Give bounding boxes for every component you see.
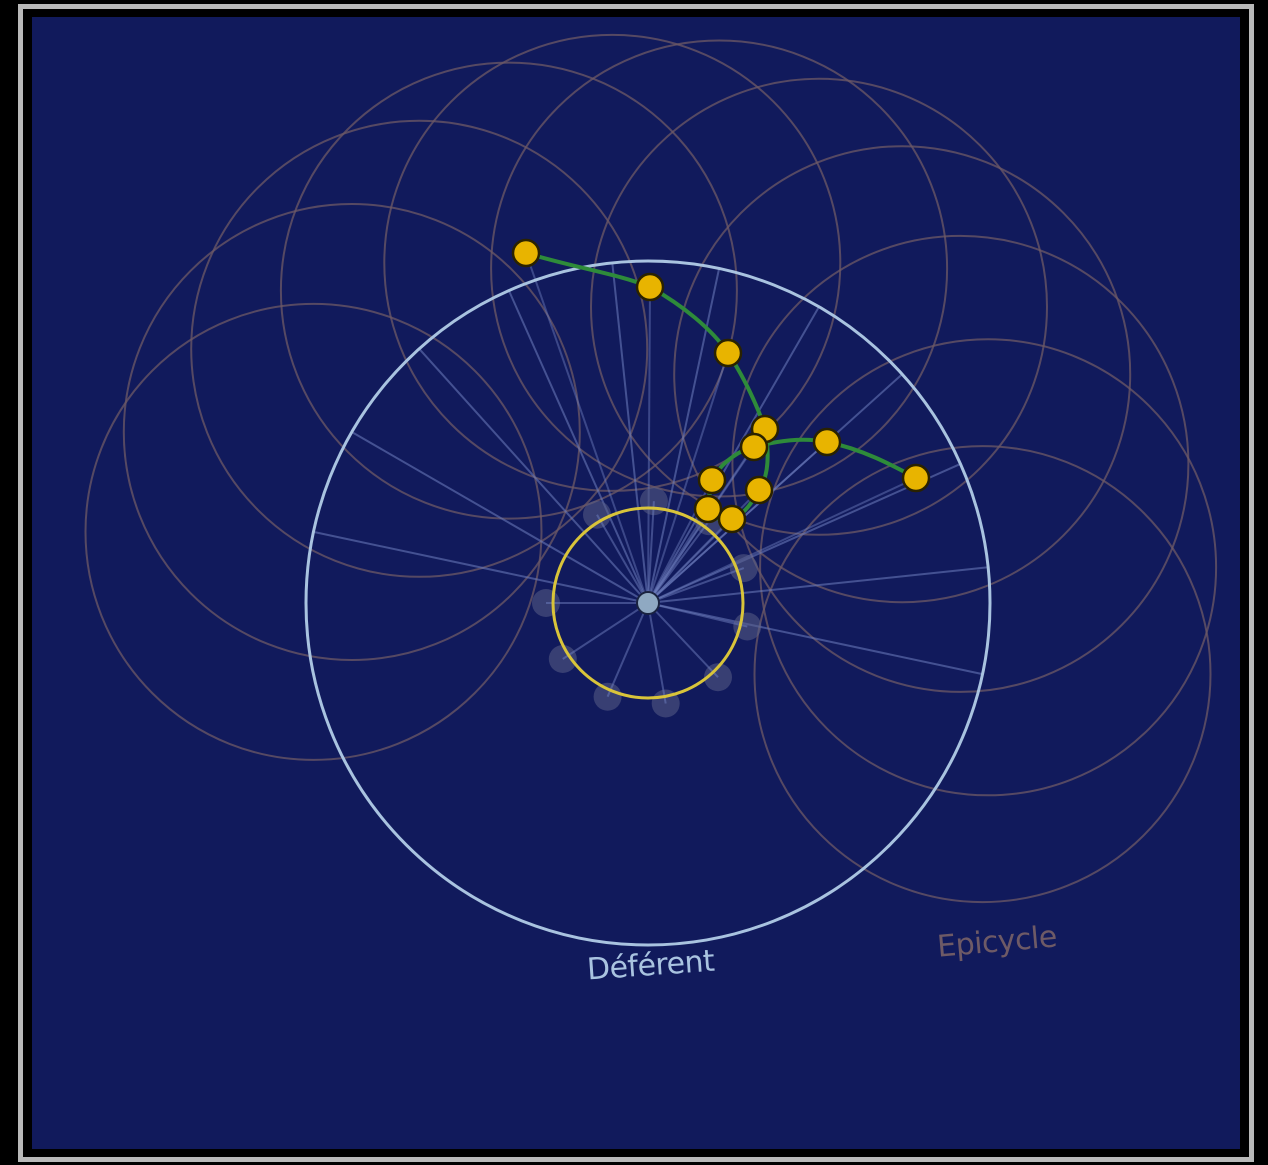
planet-spoke	[647, 352, 729, 604]
figure-frame: Déférent Epicycle	[18, 4, 1254, 1162]
sun-spoke	[647, 602, 719, 678]
diagram-canvas: Déférent Epicycle	[84, 33, 1218, 988]
epicycle-label: Epicycle	[936, 919, 1058, 964]
sun-spoke	[647, 602, 748, 628]
sun-orbit-circle	[551, 506, 745, 700]
sun-spoke	[606, 602, 649, 698]
planet-marker	[635, 272, 665, 302]
epicycle-diagram: Déférent Epicycle	[32, 17, 1240, 1149]
sun-spoke	[647, 567, 745, 604]
sun-spoke	[647, 501, 655, 604]
epicycle-circle	[759, 338, 1218, 797]
planet-spoke	[647, 477, 917, 604]
deferent-circle	[304, 259, 992, 947]
deferent-spoke	[647, 566, 989, 604]
deferent-spoke	[507, 290, 649, 604]
epicycle-circle	[673, 145, 1132, 604]
planet-marker	[812, 427, 842, 457]
deferent-spoke	[611, 262, 649, 604]
planet-marker	[697, 465, 727, 495]
epicycle-circle	[84, 302, 543, 761]
earth-center	[636, 591, 660, 615]
epicycle-circle	[279, 61, 738, 520]
deferent-spoke	[351, 431, 649, 604]
planet-spoke	[647, 286, 651, 604]
deferent-spoke	[647, 268, 721, 604]
epicycle-circle	[490, 39, 949, 498]
epicycle-circle	[731, 234, 1190, 693]
planet-marker	[744, 475, 774, 505]
sun-spoke	[562, 602, 649, 660]
epicycle-circles	[84, 33, 1218, 904]
planet-marker	[739, 432, 769, 462]
epicycle-circle	[190, 119, 649, 578]
planet-marker	[717, 504, 747, 534]
deferent-spoke	[647, 373, 903, 604]
sun-spoke	[647, 602, 667, 704]
planet-spoke	[525, 252, 649, 604]
planet-marker	[713, 338, 743, 368]
sun-spoke	[596, 514, 649, 604]
sun-spoke	[647, 520, 710, 604]
epicycle-circle	[383, 33, 842, 492]
deferent-spoke	[313, 530, 649, 604]
planet-marker	[693, 494, 723, 524]
epicycle-circle	[590, 77, 1048, 536]
planet-marker	[901, 463, 931, 493]
planet-spoke	[647, 518, 733, 604]
epicycle-circle	[753, 445, 1212, 904]
deferent-spoke	[647, 602, 983, 676]
deferent-spoke	[418, 348, 649, 604]
deferent-label: Déférent	[586, 944, 716, 988]
planet-marker	[511, 238, 541, 268]
planet-positions	[511, 238, 931, 534]
epicycle-circle	[122, 203, 581, 661]
